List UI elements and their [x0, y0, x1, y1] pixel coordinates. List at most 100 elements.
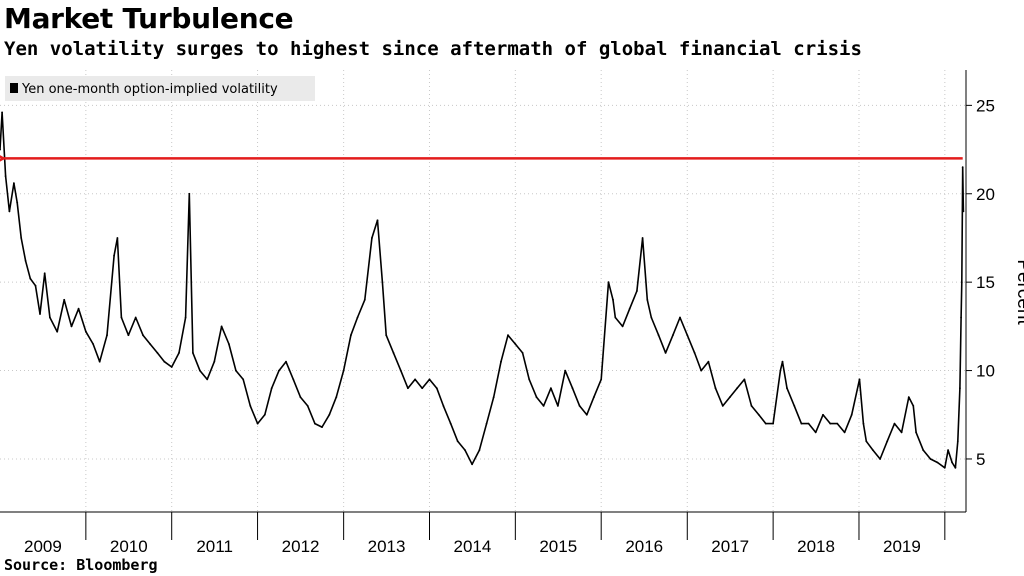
data-point [34, 284, 37, 287]
data-point [628, 307, 631, 310]
data-point [306, 405, 309, 407]
data-point [178, 352, 180, 354]
data-point [915, 431, 917, 434]
data-point [862, 422, 865, 425]
data-point [188, 192, 191, 195]
x-tick-label: 2015 [539, 537, 577, 556]
data-point [612, 298, 614, 301]
data-point [954, 466, 957, 469]
data-point [485, 422, 488, 425]
y-tick-label: 25 [976, 96, 995, 115]
data-point [321, 426, 323, 428]
data-point [149, 343, 152, 345]
source-note: Source: Bloomberg [4, 556, 158, 574]
x-tick-label: 2016 [625, 537, 663, 556]
x-tick-label: 2018 [797, 537, 835, 556]
data-point [263, 413, 266, 416]
x-tick-label: 2014 [454, 537, 492, 556]
data-point [736, 387, 738, 390]
data-point [127, 334, 130, 337]
data-point [614, 316, 617, 319]
data-point [779, 369, 782, 372]
data-point [743, 378, 746, 381]
data-point [1, 111, 3, 114]
data-point [392, 352, 395, 354]
data-point [98, 360, 101, 363]
data-point [807, 422, 810, 425]
data-point [213, 360, 216, 363]
data-point [943, 466, 946, 469]
data-point [285, 360, 287, 363]
data-point [657, 334, 660, 337]
data-point [757, 413, 760, 416]
data-point [822, 413, 824, 416]
data-point [714, 387, 717, 390]
data-point [92, 343, 94, 345]
data-point [292, 378, 295, 381]
data-point [578, 405, 581, 407]
data-point [8, 210, 11, 213]
data-point [113, 254, 115, 257]
data-point [593, 396, 595, 398]
data-point [850, 413, 853, 416]
data-point [646, 298, 649, 301]
x-tick-label: 2011 [196, 537, 233, 556]
data-point [376, 219, 379, 222]
data-point [947, 449, 949, 451]
data-point [77, 307, 80, 310]
data-point [0, 148, 1, 151]
y-tick-label: 20 [976, 185, 995, 204]
data-point [314, 422, 316, 425]
data-point [959, 387, 961, 390]
data-point [621, 325, 624, 328]
data-point [70, 325, 73, 328]
data-point [20, 237, 23, 239]
chart-title: Market Turbulence [4, 2, 294, 35]
data-point [721, 405, 724, 407]
data-point [328, 413, 331, 416]
data-point [407, 387, 409, 390]
data-point [679, 316, 681, 319]
data-point [528, 378, 531, 381]
data-point [421, 387, 424, 390]
data-point [836, 422, 839, 425]
legend-swatch [10, 83, 18, 93]
data-point [650, 316, 653, 319]
data-point [39, 313, 41, 315]
data-point [786, 387, 788, 390]
data-point [192, 352, 194, 354]
data-point [607, 281, 610, 284]
data-point [961, 166, 964, 169]
data-point [156, 352, 159, 354]
data-point [456, 440, 459, 443]
data-point [299, 396, 302, 398]
data-point [335, 396, 338, 398]
data-point [893, 422, 896, 425]
data-point [170, 366, 173, 368]
data-point [120, 316, 123, 319]
data-point [542, 405, 545, 407]
series-layer [0, 111, 965, 469]
legend-background [5, 76, 315, 101]
data-point [829, 422, 832, 425]
data-point [800, 422, 803, 425]
data-point [381, 281, 384, 284]
data-point [342, 369, 345, 372]
series-line-0 [0, 111, 965, 469]
data-point [781, 360, 784, 363]
data-point [371, 237, 373, 239]
data-point [16, 201, 19, 204]
data-point [956, 440, 959, 443]
data-point [478, 449, 481, 451]
data-point [912, 405, 915, 407]
data-point [879, 458, 881, 460]
y-axis-label: Percent [1013, 259, 1024, 325]
data-point [664, 352, 667, 354]
data-point [256, 422, 259, 425]
data-point [535, 396, 538, 398]
y-tick-label: 10 [976, 362, 995, 381]
data-point [858, 378, 861, 381]
data-point [793, 405, 796, 407]
data-point [693, 352, 696, 354]
x-tick-label: 2017 [711, 537, 749, 556]
